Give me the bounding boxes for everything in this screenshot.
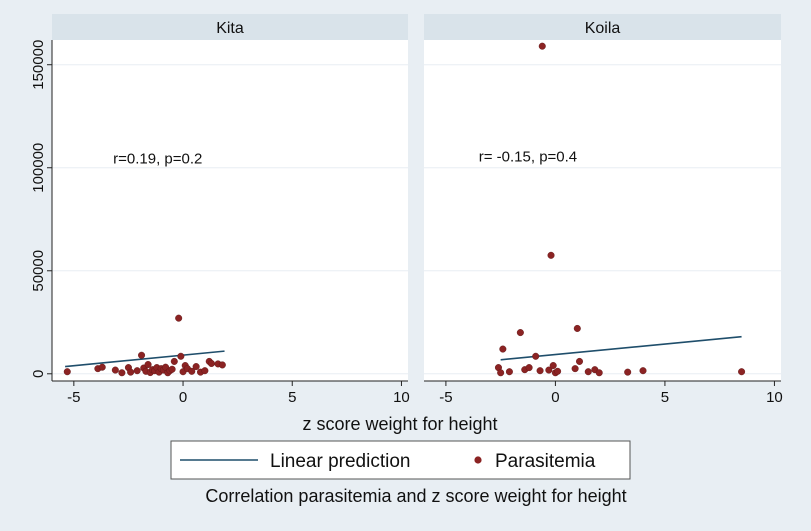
data-point — [144, 361, 152, 369]
legend-point-swatch — [474, 456, 482, 464]
data-point — [549, 362, 557, 370]
panel-header — [52, 14, 408, 40]
data-point — [218, 361, 226, 369]
data-point — [547, 251, 555, 259]
data-point — [63, 368, 71, 376]
data-point — [111, 366, 119, 374]
legend-label-linear-prediction: Linear prediction — [270, 451, 410, 472]
data-point — [177, 352, 185, 360]
data-point — [639, 367, 647, 375]
legend: Linear prediction Parasitemia — [170, 440, 631, 480]
data-point — [538, 42, 546, 50]
x-tick-label: 5 — [661, 389, 669, 406]
data-point — [98, 363, 106, 371]
data-point — [573, 324, 581, 332]
data-point — [624, 368, 632, 376]
data-point — [545, 366, 553, 374]
y-tick-label: 150000 — [30, 40, 47, 90]
data-point — [738, 368, 746, 376]
panel-title: Kita — [216, 20, 244, 37]
panels-group: Kita -5 0 5 10 0 50000 100000 150000 r=0.19, p=0.… — [30, 14, 783, 406]
data-point — [175, 314, 183, 322]
data-point — [188, 367, 196, 375]
correlation-annotation: r=0.19, p=0.2 — [113, 151, 202, 168]
plot-area — [424, 40, 781, 381]
data-point — [516, 329, 524, 337]
x-tick-label: 0 — [179, 389, 187, 406]
data-point — [499, 345, 507, 353]
legend-label-parasitemia: Parasitemia — [495, 451, 596, 472]
data-point — [584, 368, 592, 376]
data-point — [192, 363, 200, 371]
data-point — [170, 357, 178, 365]
data-point — [532, 352, 540, 360]
data-point — [525, 364, 533, 372]
data-point — [576, 357, 584, 365]
panel-kita: Kita -5 0 5 10 0 50000 100000 150000 r=0.19, p=0.… — [30, 14, 410, 406]
data-point — [118, 369, 126, 377]
panel-koila: Koila -5 0 5 10 r= -0.15, p=0.4 — [424, 14, 783, 406]
panel-header — [424, 14, 781, 40]
x-tick-label: -5 — [67, 389, 80, 406]
panel-title: Koila — [585, 20, 621, 37]
data-point — [168, 365, 176, 373]
data-point — [127, 368, 135, 376]
x-tick-label: -5 — [439, 389, 452, 406]
data-point — [201, 367, 209, 375]
data-point — [133, 367, 141, 375]
y-tick-label: 0 — [30, 370, 47, 378]
data-point — [505, 368, 513, 376]
chart-title: Correlation parasitemia and z score weig… — [205, 486, 626, 506]
linear-prediction-line — [65, 350, 225, 368]
data-point — [138, 351, 146, 359]
x-tick-label: 10 — [766, 389, 783, 406]
data-point — [595, 369, 603, 377]
data-point — [207, 359, 215, 367]
data-point — [554, 367, 562, 375]
x-tick-label: 5 — [288, 389, 296, 406]
correlation-annotation: r= -0.15, p=0.4 — [479, 149, 577, 166]
data-point — [536, 367, 544, 375]
x-tick-label: 0 — [551, 389, 559, 406]
linear-prediction-line — [500, 335, 742, 361]
x-tick-label: 10 — [393, 389, 410, 406]
y-tick-label: 50000 — [30, 250, 47, 292]
y-tick-label: 100000 — [30, 143, 47, 193]
data-point — [571, 365, 579, 373]
plot-area — [52, 40, 408, 381]
data-point — [497, 369, 505, 377]
x-axis-label: z score weight for height — [302, 414, 497, 434]
